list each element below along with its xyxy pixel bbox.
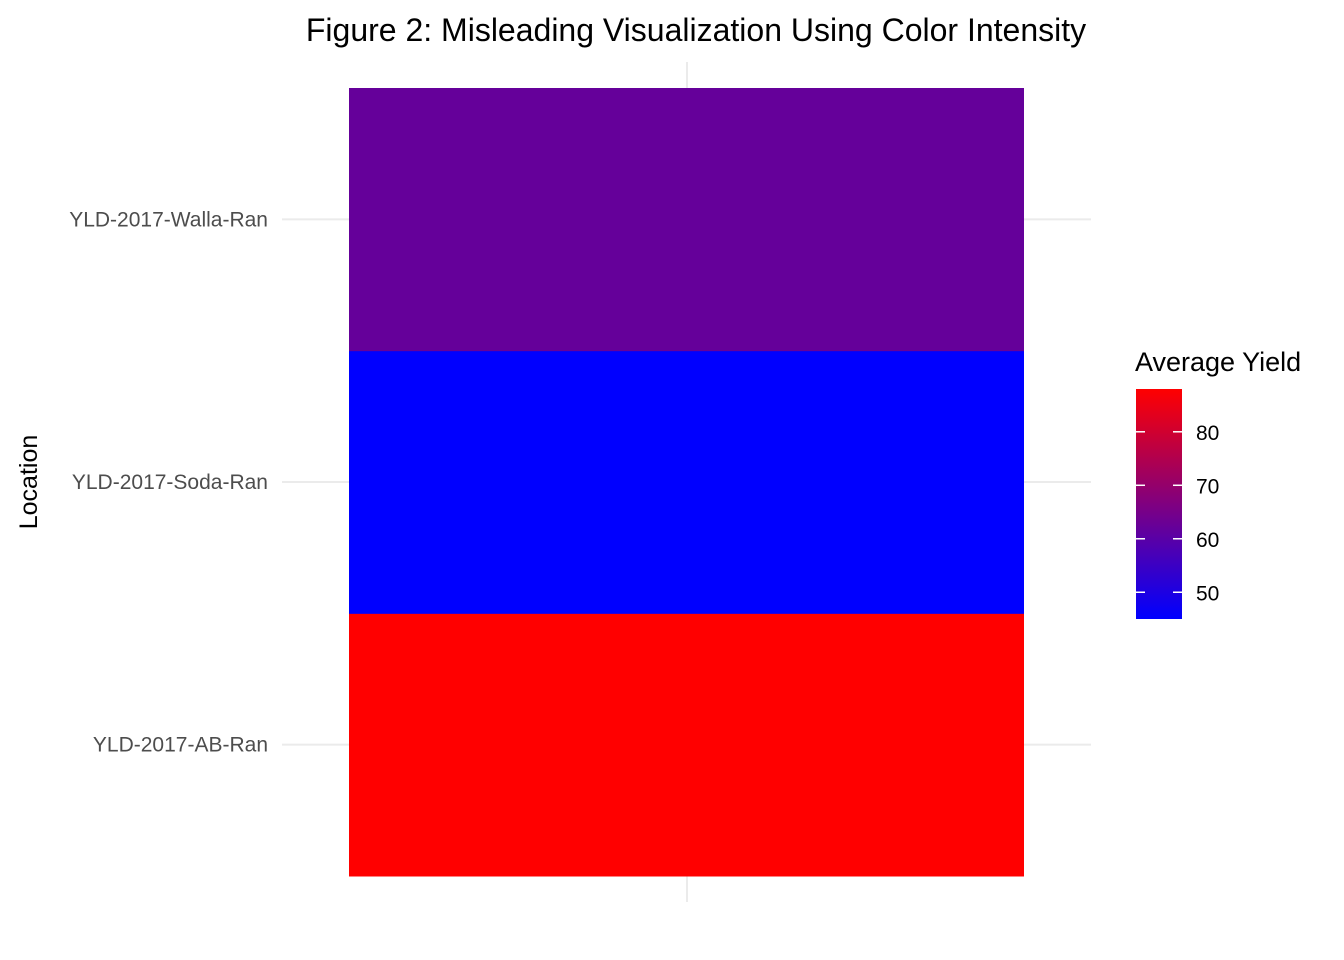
- y-tick-label: YLD-2017-AB-Ran: [93, 734, 268, 757]
- legend-tick-label: 70: [1196, 475, 1219, 498]
- y-tick-label: YLD-2017-Walla-Ran: [69, 208, 268, 231]
- legend-tick-label: 60: [1196, 529, 1219, 552]
- tiles-layer: [349, 88, 1024, 877]
- legend-ticks: 50 60 70 80: [1136, 422, 1219, 605]
- y-tick-labels: YLD-2017-AB-Ran YLD-2017-Soda-Ran YLD-2017…: [69, 208, 268, 756]
- legend-title: Average Yield: [1135, 347, 1301, 377]
- y-tick-label: YLD-2017-Soda-Ran: [72, 471, 268, 494]
- heatmap-tile: [349, 350, 1024, 614]
- heatmap-tile: [349, 88, 1024, 352]
- chart-title: Figure 2: Misleading Visualization Using…: [306, 12, 1086, 48]
- color-legend: Average Yield 50 60 70 80: [1135, 347, 1301, 619]
- y-axis-title: Location: [15, 435, 43, 530]
- legend-tick-label: 50: [1196, 582, 1219, 605]
- legend-color-bar: [1136, 389, 1182, 619]
- legend-tick-label: 80: [1196, 422, 1219, 445]
- heatmap-tile: [349, 613, 1024, 877]
